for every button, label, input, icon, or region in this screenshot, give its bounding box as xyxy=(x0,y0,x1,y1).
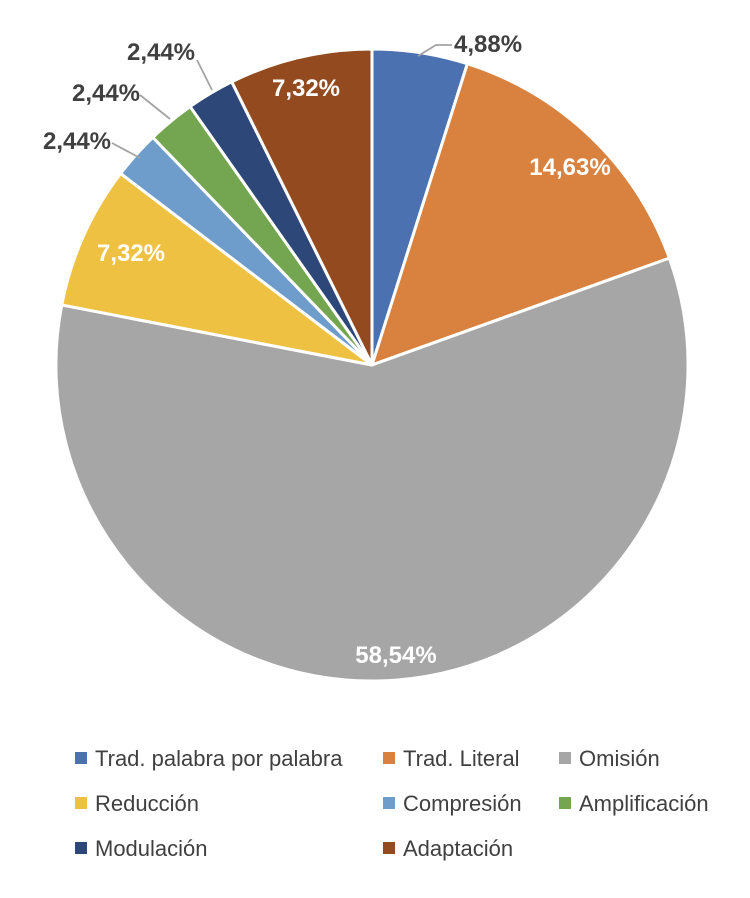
legend-swatch-trad-literal xyxy=(383,752,395,764)
legend-swatch-trad-palabra-por-palabra xyxy=(75,752,87,764)
data-label-reduccion: 7,32% xyxy=(97,240,165,267)
data-label-trad-palabra-por-palabra: 4,88% xyxy=(454,31,522,58)
data-label-amplificacion: 2,44% xyxy=(72,80,140,107)
data-label-modulacion: 2,44% xyxy=(127,39,195,66)
data-label-trad-literal: 14,63% xyxy=(529,154,610,181)
legend-label-reduccion: Reducción xyxy=(95,791,199,816)
pie-slice-trad-literal xyxy=(370,62,671,367)
leader-line-modulacion xyxy=(196,59,213,91)
legend-label-adaptacion: Adaptación xyxy=(403,836,513,861)
legend-label-trad-palabra-por-palabra: Trad. palabra por palabra xyxy=(95,746,343,771)
pie-slice-adaptacion xyxy=(230,47,374,367)
leader-line-compresion xyxy=(111,142,141,159)
legend-label-compresion: Compresión xyxy=(403,791,522,816)
data-label-adaptacion: 7,32% xyxy=(272,75,340,102)
legend-label-modulacion: Modulación xyxy=(95,836,208,861)
legend-swatch-compresion xyxy=(383,797,395,809)
legend-label-amplificacion: Amplificación xyxy=(579,791,709,816)
legend-swatch-amplificacion xyxy=(559,797,571,809)
legend-swatch-modulacion xyxy=(75,842,87,854)
legend-swatch-reduccion xyxy=(75,797,87,809)
data-label-omision: 58,54% xyxy=(355,642,436,669)
legend-label-omision: Omisión xyxy=(579,746,660,771)
pie-slice-omision xyxy=(54,256,690,683)
legend-label-trad-literal: Trad. Literal xyxy=(403,746,520,771)
leader-line-amplificacion xyxy=(139,94,171,120)
legend-swatch-adaptacion xyxy=(383,842,395,854)
data-label-compresion: 2,44% xyxy=(43,128,111,155)
leader-line-trad-palabra-por-palabra xyxy=(417,44,452,57)
legend-swatch-omision xyxy=(559,752,571,764)
pie-slice-reduccion xyxy=(60,172,374,367)
